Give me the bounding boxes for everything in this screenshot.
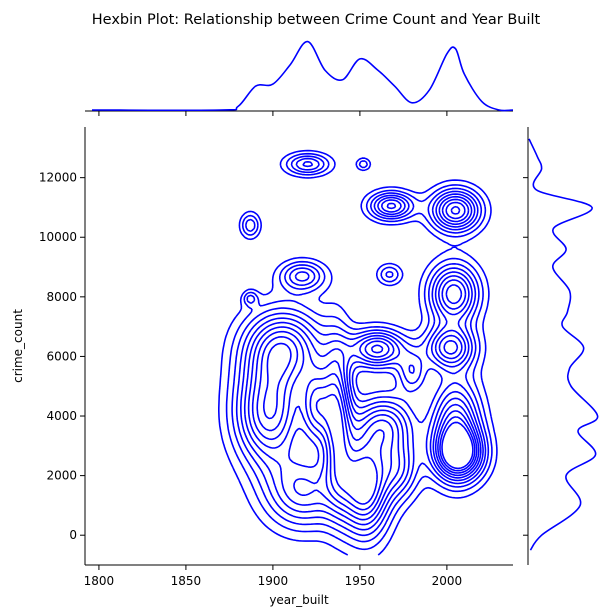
y-tick-label: 6000: [46, 349, 77, 363]
density-contour-level: [231, 155, 490, 543]
x-tick-label: 2000: [432, 574, 463, 588]
y-tick-label: 12000: [39, 171, 77, 185]
y-tick-label: 10000: [39, 230, 77, 244]
joint-plot-area: 1800 1850 1900 1950 2000 0 2000 4000 6000 8000 10…: [11, 111, 528, 607]
kde-contours: [218, 149, 498, 556]
marginal-y-density-curve: [528, 138, 599, 551]
density-contour-level: [243, 195, 482, 526]
y-axis-ticks: 0 2000 4000 6000 8000 10000 12000: [39, 171, 528, 542]
x-tick-label: 1950: [345, 574, 376, 588]
y-tick-label: 2000: [46, 469, 77, 483]
x-tick-label: 1900: [258, 574, 289, 588]
marginal-y-panel: [527, 127, 599, 565]
density-contour-level: [225, 152, 493, 551]
x-tick-label: 1800: [84, 574, 115, 588]
y-tick-label: 0: [69, 528, 77, 542]
density-contour-level: [218, 149, 498, 556]
density-contour-level: [263, 342, 474, 505]
y-axis-label: crime_count: [11, 309, 25, 383]
x-tick-label: 1850: [171, 574, 202, 588]
x-axis-ticks: 1800 1850 1900 1950 2000: [84, 111, 463, 588]
density-contour-level: [251, 201, 478, 516]
x-axis-label: year_built: [269, 593, 329, 607]
marginal-x-density-curve: [91, 40, 514, 112]
y-tick-label: 4000: [46, 409, 77, 423]
density-contour-level: [235, 157, 487, 537]
density-contour-level: [247, 198, 480, 521]
chart-title: Hexbin Plot: Relationship between Crime …: [92, 12, 541, 28]
y-tick-label: 8000: [46, 290, 77, 304]
marginal-x-panel: [85, 40, 514, 112]
density-contour-level: [256, 205, 476, 511]
density-contour-level: [240, 161, 484, 531]
